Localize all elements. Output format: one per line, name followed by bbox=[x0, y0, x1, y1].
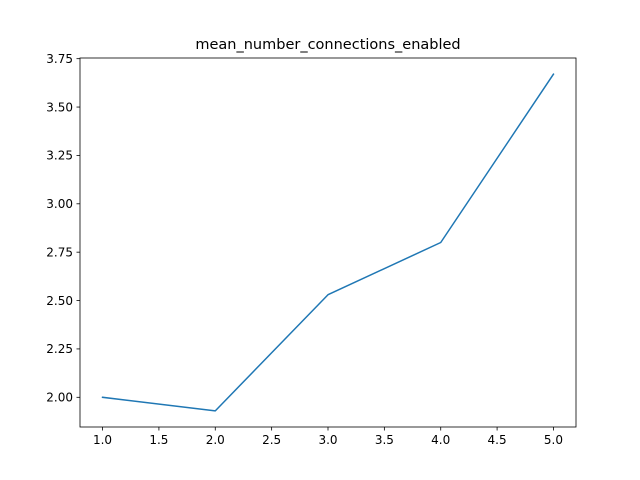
x-tick-label: 4.5 bbox=[488, 433, 507, 447]
x-tick-label: 3.0 bbox=[318, 433, 337, 447]
axes-frame bbox=[79, 57, 577, 428]
y-tick-label: 2.25 bbox=[46, 342, 73, 356]
x-tick-label: 3.5 bbox=[375, 433, 394, 447]
y-tick-label: 2.75 bbox=[46, 245, 73, 259]
plot-area: 1.0 1.5 2.0 2.5 3.0 3.5 4.0 4.5 5.0 2.00 2.25 2.50 2… bbox=[46, 52, 577, 447]
y-tick-label: 3.00 bbox=[46, 197, 73, 211]
y-tick-label: 3.25 bbox=[46, 149, 73, 163]
x-tick-label: 5.0 bbox=[544, 433, 563, 447]
y-tick-label: 3.50 bbox=[46, 100, 73, 114]
x-tick-label: 2.0 bbox=[206, 433, 225, 447]
x-tick-label: 1.0 bbox=[93, 433, 112, 447]
x-tick-label: 4.0 bbox=[431, 433, 450, 447]
y-tick-label: 2.50 bbox=[46, 294, 73, 308]
series-line-0 bbox=[101, 73, 555, 412]
x-tick-label: 1.5 bbox=[149, 433, 168, 447]
y-tick-label: 3.75 bbox=[46, 52, 73, 66]
chart-title: mean_number_connections_enabled bbox=[195, 37, 460, 53]
y-tick-label: 2.00 bbox=[46, 391, 73, 405]
x-tick-label: 2.5 bbox=[262, 433, 281, 447]
